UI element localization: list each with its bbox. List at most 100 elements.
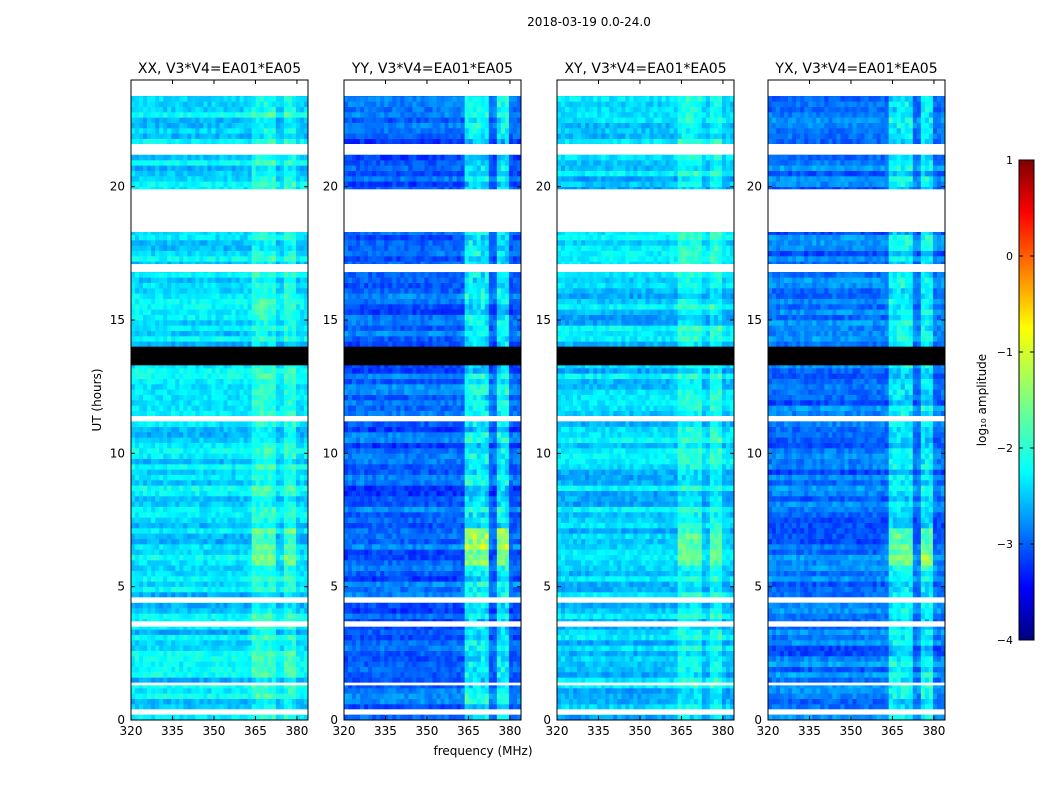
heatmap-cell [131,304,136,310]
heatmap-cell [275,336,281,342]
heatmap-cell [147,448,152,454]
heatmap-cell [303,453,309,459]
heatmap-cell [203,165,208,171]
heatmap-cell [167,522,172,529]
heatmap-cell [139,128,144,134]
heatmap-cell [239,245,244,251]
heatmap-cell [131,640,136,646]
heatmap-cell [147,384,152,390]
heatmap-cell [179,704,184,710]
heatmap-cell [227,698,232,705]
heatmap-cell [203,613,208,619]
heatmap-cell [131,448,136,454]
heatmap-cell [159,181,164,187]
heatmap-cell [215,682,220,689]
heatmap-cell [255,650,261,657]
heatmap-cell [271,602,277,609]
heatmap-cell [203,437,208,443]
heatmap-cell [215,128,220,134]
heatmap-cell [219,373,224,379]
heatmap-cell [183,656,188,662]
heatmap-cell [199,458,204,465]
heatmap-cell [251,133,256,139]
heatmap-cell [295,480,301,486]
heatmap-cell [279,517,285,523]
heatmap-cell [147,421,152,427]
heatmap-cell [267,138,273,145]
heatmap-cell [203,554,208,561]
heatmap-cell [179,128,184,134]
heatmap-cell [275,672,281,678]
heatmap-cell [175,448,180,454]
heatmap-cell [139,640,144,646]
heatmap-cell [147,512,152,518]
heatmap-cell [255,298,261,305]
heatmap-cell [135,309,140,315]
heatmap-cell [275,122,281,129]
heatmap-cell [215,373,220,379]
heatmap-cell [279,325,285,331]
heatmap-cell [247,458,252,465]
heatmap-cell [275,538,281,545]
heatmap-cell [255,474,261,481]
heatmap-cell [131,250,136,257]
heatmap-cell [167,469,172,475]
heatmap-cell [275,400,281,406]
heatmap-cell [263,469,269,475]
heatmap-cell [303,298,309,305]
heatmap-cell [191,624,196,630]
heatmap-cell [151,181,156,187]
heatmap-cell [179,698,184,705]
heatmap-cell [175,533,180,539]
heatmap-cell [135,645,140,651]
heatmap-cell [275,592,281,598]
heatmap-cell [191,634,196,641]
heatmap-cell [159,384,164,390]
heatmap-cell [155,624,160,630]
heatmap-cell [151,405,156,411]
heatmap-cell [251,282,256,289]
heatmap-cell [131,480,136,486]
heatmap-cell [291,666,297,673]
heatmap-cell [179,485,184,491]
heatmap-cell [235,320,240,326]
heatmap-cell [227,608,232,614]
heatmap-cell [275,250,281,257]
heatmap-cell [227,602,232,609]
heatmap-cell [283,426,289,433]
heatmap-cell [131,421,136,427]
heatmap-cell [155,138,160,145]
heatmap-cell [267,693,273,699]
heatmap-cell [135,650,140,657]
heatmap-cell [235,325,240,331]
heatmap-cell [187,704,192,710]
heatmap-cell [191,304,196,310]
heatmap-cell [247,549,252,555]
heatmap-cell [279,640,285,646]
heatmap-cell [227,250,232,257]
heatmap-cell [131,133,136,139]
heatmap-cell [175,384,180,390]
heatmap-cell [291,650,297,657]
heatmap-cell [271,554,277,561]
heatmap-cell [147,378,152,385]
heatmap-cell [263,661,269,667]
heatmap-cell [167,240,172,246]
heatmap-cell [199,714,204,721]
heatmap-cell [263,368,269,374]
heatmap-cell [143,165,148,171]
heatmap-cell [207,688,212,694]
heatmap-cell [227,362,232,369]
heatmap-cell [199,112,204,118]
heatmap-cell [255,485,261,491]
heatmap-cell [151,693,156,699]
heatmap-cell [159,517,164,523]
heatmap-cell [243,586,248,593]
heatmap-cell [291,154,297,161]
heatmap-cell [151,384,156,390]
heatmap-cell [139,448,144,454]
heatmap-cell [231,549,236,555]
heatmap-cell [275,389,281,395]
heatmap-cell [259,442,265,449]
heatmap-cell [291,181,297,187]
